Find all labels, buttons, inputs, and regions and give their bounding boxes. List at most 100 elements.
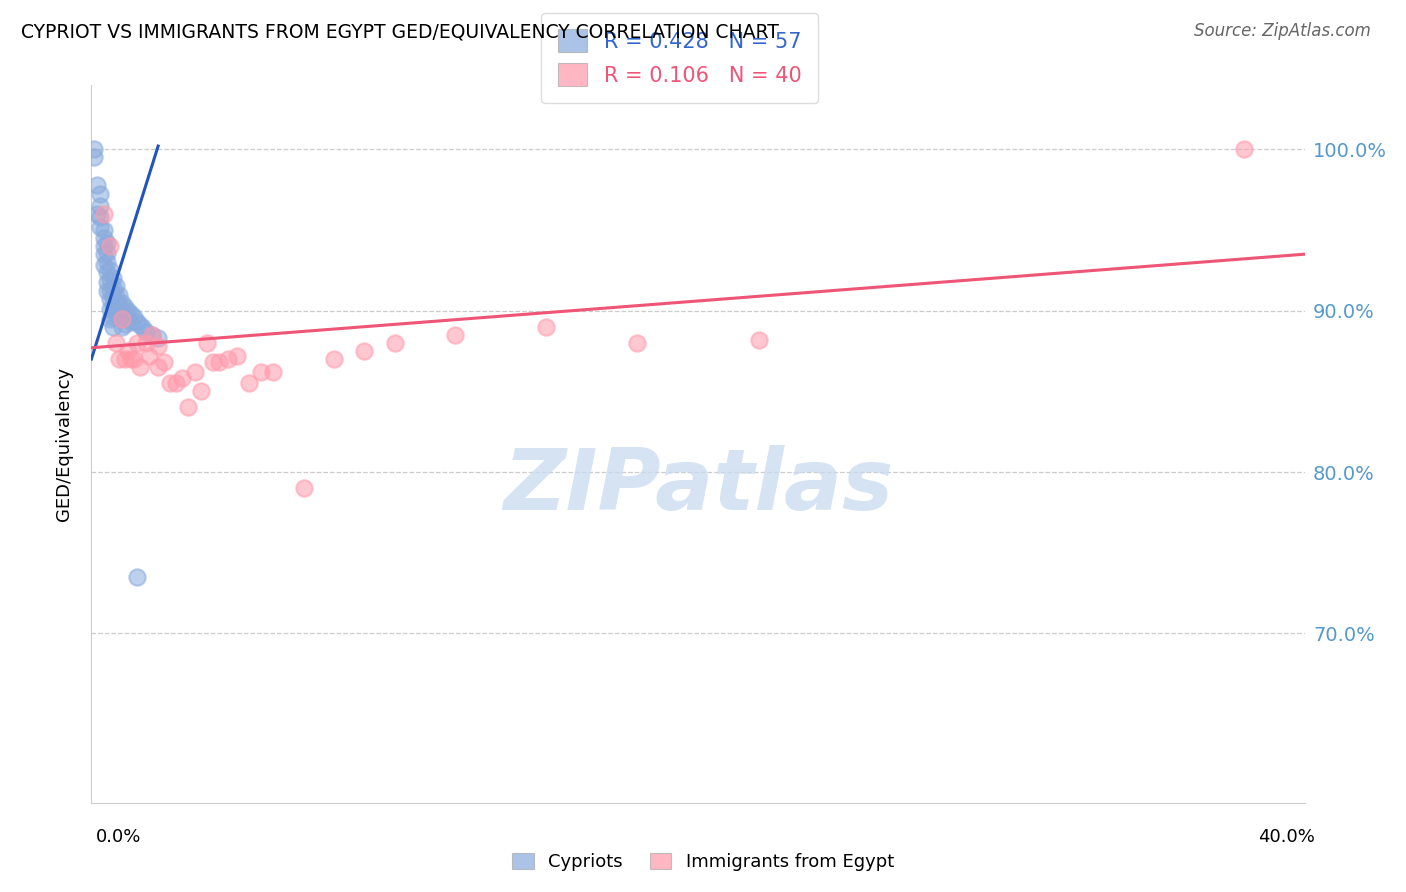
Point [104,299,127,313]
Point [120,352,142,367]
Point [101,301,124,315]
Point [104,335,127,350]
Point [120,307,142,321]
Point [250,365,273,379]
Point [536,319,558,334]
Point [129,360,152,375]
Point [117,303,139,318]
Point [98,301,121,316]
Text: Source: ZipAtlas.com: Source: ZipAtlas.com [1194,22,1371,40]
Point [177,401,200,415]
Point [1233,142,1256,156]
Point [104,289,127,303]
Point [98,263,121,277]
Point [111,295,134,310]
Point [98,293,121,307]
Point [217,352,239,367]
Point [111,303,134,318]
Point [93,223,115,237]
Point [195,335,218,350]
Point [138,349,160,363]
Point [444,327,467,342]
Point [135,325,157,339]
Legend: R = 0.428   N = 57, R = 0.106   N = 40: R = 0.428 N = 57, R = 0.106 N = 40 [541,12,818,103]
Point [93,259,115,273]
Point [201,355,224,369]
Point [122,352,145,367]
Point [98,273,121,287]
Point [98,283,121,297]
Point [114,301,136,315]
Text: ZIPatlas: ZIPatlas [503,445,893,528]
Point [93,207,115,221]
Point [748,333,770,347]
Point [114,317,136,331]
Point [96,275,118,289]
Point [111,311,134,326]
Text: CYPRIOT VS IMMIGRANTS FROM EGYPT GED/EQUIVALENCY CORRELATION CHART: CYPRIOT VS IMMIGRANTS FROM EGYPT GED/EQU… [21,22,779,41]
Point [353,343,375,358]
Legend: Cypriots, Immigrants from Egypt: Cypriots, Immigrants from Egypt [505,846,901,879]
Point [122,310,145,324]
Point [101,271,124,285]
Point [101,310,124,324]
Point [96,255,118,269]
Point [98,239,121,253]
Point [98,311,121,326]
Point [111,319,134,334]
Point [146,360,169,375]
Point [146,339,169,353]
Point [135,335,157,350]
Point [384,335,406,350]
Text: 0.0%: 0.0% [96,828,141,846]
Point [96,265,118,279]
Point [117,311,139,326]
Point [101,281,124,295]
Point [208,355,231,369]
Point [120,315,142,329]
Point [626,335,648,350]
Point [83,142,105,156]
Point [141,327,163,342]
Point [129,318,152,333]
Point [125,315,148,329]
Point [190,384,212,399]
Point [93,247,115,261]
Point [141,327,163,342]
Point [89,210,111,224]
Point [93,239,115,253]
Point [323,352,346,367]
Point [83,150,105,164]
Y-axis label: GED/Equivalency: GED/Equivalency [55,367,73,521]
Point [117,343,139,358]
Point [125,335,148,350]
Point [104,309,127,323]
Point [107,287,129,301]
Point [111,311,134,326]
Point [86,178,108,192]
Point [125,570,148,584]
Point [104,279,127,293]
Point [89,199,111,213]
Point [172,371,194,385]
Point [107,352,129,367]
Point [114,309,136,323]
Point [101,319,124,334]
Point [89,187,111,202]
Point [107,307,129,321]
Point [86,207,108,221]
Point [96,245,118,260]
Point [159,376,181,391]
Point [114,352,136,367]
Point [93,231,115,245]
Point [165,376,187,391]
Text: 40.0%: 40.0% [1258,828,1315,846]
Point [183,365,205,379]
Point [96,285,118,299]
Point [101,291,124,305]
Point [262,365,284,379]
Point [153,355,176,369]
Point [292,481,315,495]
Point [132,321,155,335]
Point [96,235,118,250]
